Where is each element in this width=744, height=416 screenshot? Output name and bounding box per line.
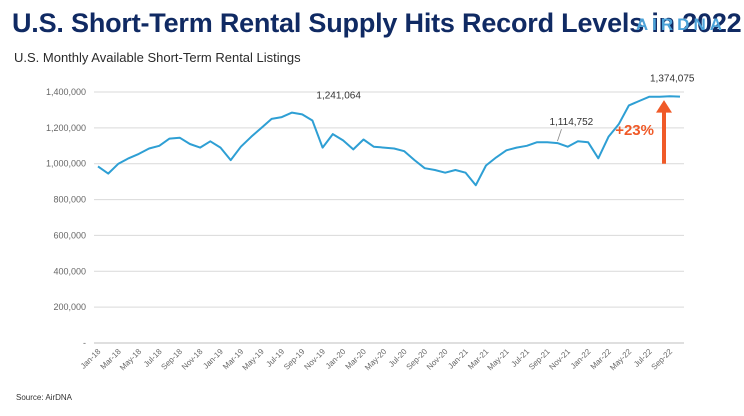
annotation-label: 1,241,064 xyxy=(316,90,361,101)
annotation-label: 1,114,752 xyxy=(549,117,593,128)
growth-percentage-label: +23% xyxy=(615,122,654,139)
chart-headline: U.S. Short-Term Rental Supply Hits Recor… xyxy=(12,8,742,38)
x-tick-label: May-19 xyxy=(241,347,267,373)
x-tick-label: Nov-18 xyxy=(180,347,205,372)
x-tick-label: Jan-18 xyxy=(79,347,103,371)
y-tick-label: 600,000 xyxy=(53,230,86,240)
growth-arrow xyxy=(656,100,672,164)
x-tick-label: May-21 xyxy=(486,347,512,373)
y-tick-label: 1,200,000 xyxy=(46,123,86,133)
x-tick-label: Sep-20 xyxy=(405,347,430,372)
x-tick-label: Nov-20 xyxy=(425,347,450,372)
airdna-logo: AIRDNA xyxy=(635,15,726,34)
x-tick-label: Jan-21 xyxy=(446,347,470,371)
x-tick-label: May-18 xyxy=(118,347,144,373)
annotation-label: 1,374,075 xyxy=(650,74,695,85)
y-tick-label: 1,000,000 xyxy=(46,159,86,169)
y-tick-label: 200,000 xyxy=(53,302,86,312)
grid-lines xyxy=(94,91,684,344)
x-tick-label: Sep-22 xyxy=(650,347,675,372)
chart-subtitle: U.S. Monthly Available Short-Term Rental… xyxy=(14,50,301,65)
arrow-head xyxy=(656,100,672,113)
x-tick-label: May-22 xyxy=(608,347,634,373)
x-tick-label: Nov-21 xyxy=(547,347,572,372)
x-tick-label: Jan-19 xyxy=(201,347,225,371)
x-tick-label: Sep-18 xyxy=(159,347,184,372)
y-tick-label: 800,000 xyxy=(53,195,86,205)
listings-series-line xyxy=(97,95,681,187)
x-axis-ticks: Jan-18Mar-18May-18Jul-18Sep-18Nov-18Jan-… xyxy=(79,347,675,373)
x-tick-label: Nov-19 xyxy=(302,347,327,372)
x-tick-label: Jan-22 xyxy=(569,347,593,371)
x-tick-label: May-20 xyxy=(363,347,389,373)
x-tick-label: Jan-20 xyxy=(324,347,348,371)
value-annotations: 1,241,064 1,114,752 1,374,075 xyxy=(316,74,695,142)
source-note: Source: AirDNA xyxy=(16,393,73,402)
y-tick-label: 400,000 xyxy=(53,266,86,276)
y-tick-label: 1,400,000 xyxy=(46,87,86,97)
annotation-leader xyxy=(557,129,562,142)
y-axis-ticks: - 200,000 400,000 600,000 800,000 1,000,000 1,… xyxy=(46,87,86,348)
y-tick-label: - xyxy=(83,338,86,348)
x-tick-label: Sep-19 xyxy=(282,347,307,372)
x-tick-label: Sep-21 xyxy=(527,347,552,372)
